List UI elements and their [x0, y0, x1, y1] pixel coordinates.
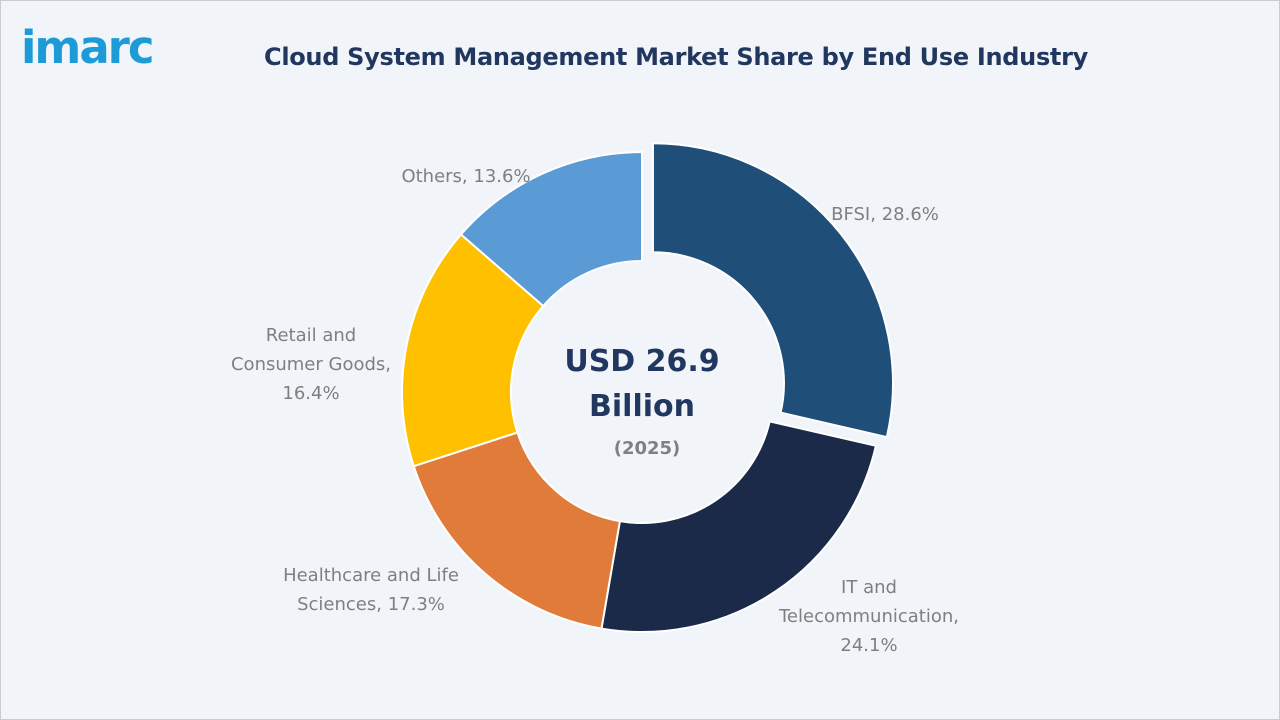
- label-line: 16.4%: [282, 383, 339, 404]
- chart-title: Cloud System Management Market Share by …: [264, 43, 1088, 71]
- slice-retail-and-consumer-goods: [401, 233, 545, 468]
- donut-slices: [401, 142, 894, 633]
- label-others: Others, 13.6%: [401, 166, 530, 187]
- slice-healthcare-and-life-sciences: [412, 431, 622, 630]
- label-retail-and-consumer-goods: Retail and Consumer Goods, 16.4%: [231, 325, 391, 404]
- slice-others: [459, 150, 643, 308]
- slice-bfsi: [651, 142, 894, 439]
- label-line: IT and: [841, 577, 897, 598]
- label-healthcare-and-life-sciences: Healthcare and Life Sciences, 17.3%: [283, 565, 459, 615]
- label-line: Others, 13.6%: [401, 166, 530, 187]
- center-value-line2: Billion: [589, 389, 695, 424]
- label-it-and-telecommunication: IT and Telecommunication, 24.1%: [778, 577, 959, 656]
- label-line: Retail and: [266, 325, 356, 346]
- center-value-line1: USD 26.9: [564, 344, 719, 379]
- label-line: BFSI, 28.6%: [831, 204, 939, 225]
- slice-it-and-telecommunication: [600, 420, 878, 633]
- label-line: Healthcare and Life: [283, 565, 459, 586]
- label-bfsi: BFSI, 28.6%: [831, 204, 939, 225]
- label-line: Sciences, 17.3%: [297, 594, 445, 615]
- imarc-logo: imarc: [21, 21, 155, 74]
- label-line: Consumer Goods,: [231, 354, 391, 375]
- label-line: 24.1%: [840, 635, 897, 656]
- slice-labels: BFSI, 28.6% IT and Telecommunication, 24.1%…: [231, 166, 959, 656]
- label-line: Telecommunication,: [778, 606, 959, 627]
- center-year: (2025): [614, 438, 681, 459]
